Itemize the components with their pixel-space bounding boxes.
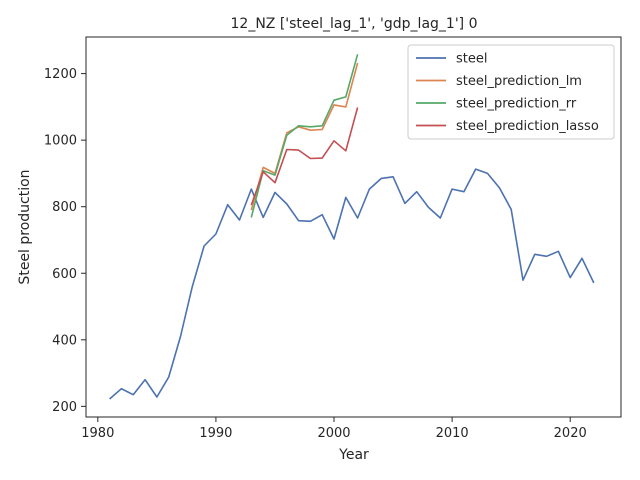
chart-title: 12_NZ ['steel_lag_1', 'gdp_lag_1'] 0 (231, 16, 478, 32)
series-line-steel-prediction-rr (250, 54, 359, 218)
x-tick-label: 2010 (436, 426, 469, 441)
legend-label: steel_prediction_lm (456, 74, 582, 89)
series-lines (109, 54, 595, 400)
legend-box (407, 44, 615, 140)
y-tick-label: 600 (52, 267, 77, 282)
legend: steel steel_prediction_lm steel_prediction… (407, 44, 615, 140)
x-tick-label: 2020 (554, 426, 587, 441)
y-tick-label: 800 (52, 200, 77, 215)
y-axis: 200 400 600 800 1000 1200 (44, 67, 86, 415)
y-tick-label: 400 (52, 333, 77, 348)
y-tick-label: 200 (52, 400, 77, 415)
y-tick-label: 1200 (44, 67, 77, 82)
legend-label: steel (456, 52, 487, 67)
x-tick-label: 2000 (317, 426, 350, 441)
legend-label: steel_prediction_rr (456, 97, 577, 112)
plot-frame (85, 36, 622, 418)
series-line-steel-prediction-lm (250, 62, 359, 211)
x-axis: 1980 1990 2000 2010 2020 (81, 417, 587, 441)
x-tick-label: 1990 (199, 426, 232, 441)
y-axis-label: Steel production (17, 169, 33, 284)
x-tick-label: 1980 (81, 426, 114, 441)
y-tick-label: 1000 (44, 134, 77, 149)
legend-label: steel_prediction_lasso (456, 119, 599, 134)
series-line-steel (109, 168, 595, 400)
series-line-steel-prediction-lasso (250, 107, 359, 206)
x-axis-label: Year (338, 447, 369, 463)
